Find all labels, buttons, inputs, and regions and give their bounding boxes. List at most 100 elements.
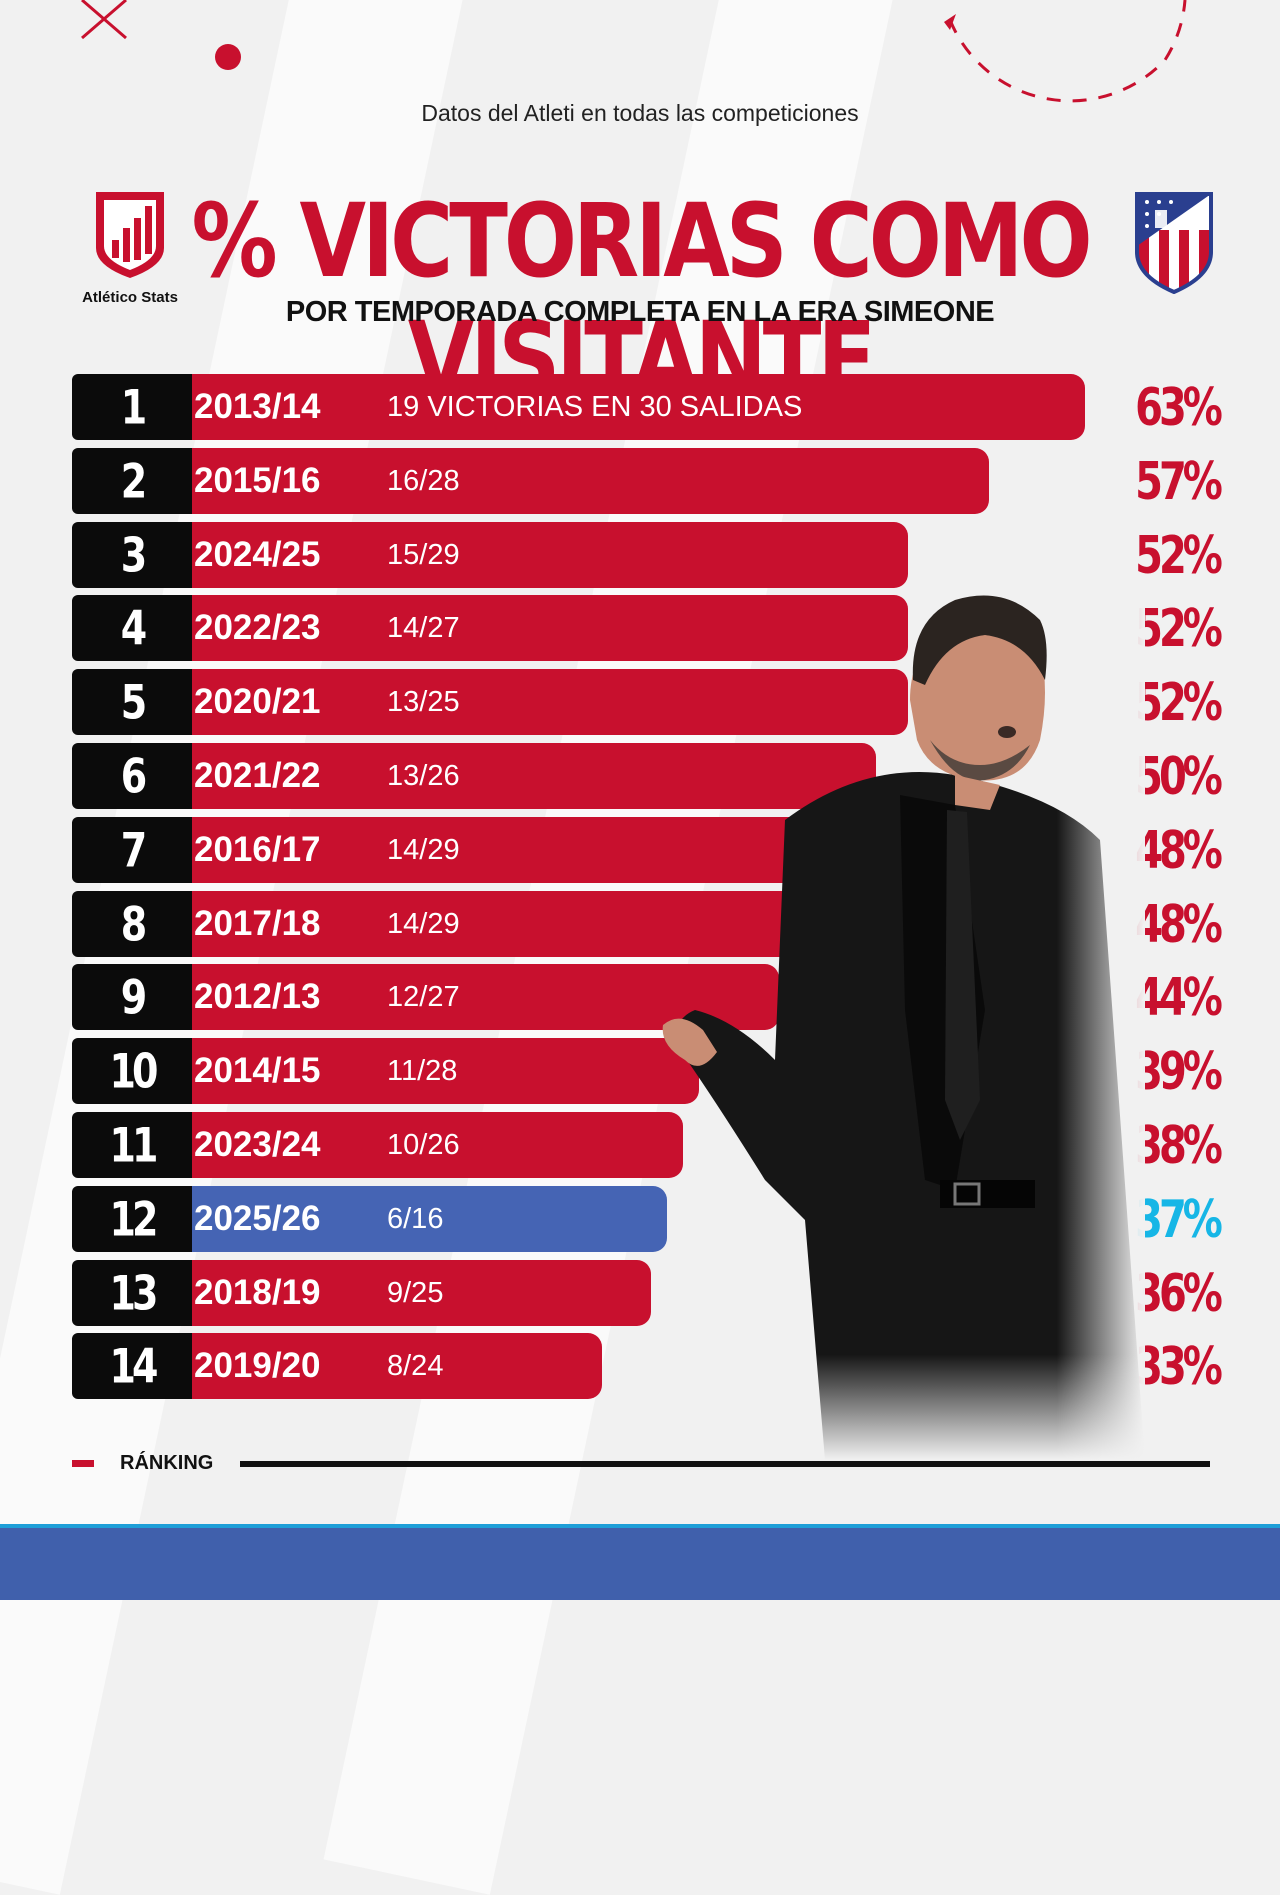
table-row: 12 2025/26 6/16 37%: [72, 1186, 1223, 1252]
rank-number: 5: [120, 674, 148, 730]
bar: [164, 1038, 699, 1104]
wins-detail-label: 15/29: [387, 539, 460, 571]
decorative-dot: [215, 44, 241, 70]
legend-label: RÁNKING: [120, 1452, 214, 1474]
rank-badge: 7: [72, 817, 192, 883]
page-title-secondary: POR TEMPORADA COMPLETA EN LA ERA SIMEONE: [285, 296, 995, 328]
shield-chart-icon: [96, 192, 164, 278]
season-label: 2014/15: [194, 1051, 321, 1090]
rank-number: 13: [109, 1265, 159, 1321]
table-row: 13 2018/19 9/25 36%: [72, 1260, 1223, 1326]
rank-number: 7: [120, 822, 148, 878]
rank-badge: 2: [72, 448, 192, 514]
wins-detail-label: 12/27: [387, 981, 460, 1013]
wins-detail-label: 10/26: [387, 1129, 460, 1161]
percentage-label: 48%: [1135, 895, 1223, 955]
table-row: 14 2019/20 8/24 33%: [72, 1333, 1223, 1399]
footer-band: [0, 1528, 1280, 1600]
rank-number: 1: [120, 379, 148, 435]
wins-detail-label: 13/26: [387, 760, 460, 792]
legend-line: [240, 1461, 1210, 1467]
table-row: 6 2021/22 13/26 50%: [72, 743, 1223, 809]
percentage-label: 52%: [1135, 526, 1223, 586]
rank-number: 11: [109, 1117, 159, 1173]
percentage-label: 57%: [1135, 452, 1223, 512]
wins-detail-label: 14/29: [387, 834, 460, 866]
table-row: 3 2024/25 15/29 52%: [72, 522, 1223, 588]
season-label: 2021/22: [194, 756, 321, 795]
percentage-label: 38%: [1135, 1116, 1223, 1176]
rank-badge: 8: [72, 891, 192, 957]
season-label: 2017/18: [194, 904, 321, 943]
percentage-label: 52%: [1135, 599, 1223, 659]
bar: [164, 1112, 683, 1178]
percentage-label: 63%: [1135, 378, 1223, 438]
rank-badge: 12: [72, 1186, 192, 1252]
rank-badge: 9: [72, 964, 192, 1030]
season-label: 2023/24: [194, 1125, 321, 1164]
rank-badge: 10: [72, 1038, 192, 1104]
wins-detail-label: 13/25: [387, 686, 460, 718]
footer-accent-line: [0, 1524, 1280, 1528]
percentage-label: 36%: [1135, 1264, 1223, 1324]
wins-detail-label: 14/27: [387, 612, 460, 644]
rank-number: 4: [120, 600, 148, 656]
season-label: 2025/26: [194, 1199, 321, 1238]
table-row: 10 2014/15 11/28 39%: [72, 1038, 1223, 1104]
rank-number: 12: [109, 1191, 159, 1247]
table-row: 11 2023/24 10/26 38%: [72, 1112, 1223, 1178]
wins-detail-label: 14/29: [387, 908, 460, 940]
wins-detail-label: 8/24: [387, 1350, 444, 1382]
rank-number: 2: [120, 453, 148, 509]
bar: [164, 1333, 602, 1399]
season-label: 2024/25: [194, 535, 321, 574]
atletico-stats-logo: Atlético Stats: [70, 188, 190, 306]
legend-marker: [72, 1460, 94, 1467]
rank-number: 3: [120, 527, 148, 583]
season-label: 2013/14: [194, 387, 321, 426]
wins-detail-label: 11/28: [387, 1055, 458, 1087]
season-label: 2018/19: [194, 1273, 321, 1312]
season-label: 2022/23: [194, 608, 321, 647]
rank-badge: 4: [72, 595, 192, 661]
season-label: 2016/17: [194, 830, 321, 869]
wins-detail-label: 9/25: [387, 1277, 444, 1309]
rank-number: 8: [120, 896, 148, 952]
season-label: 2020/21: [194, 682, 321, 721]
rank-badge: 13: [72, 1260, 192, 1326]
rank-number: 6: [120, 748, 148, 804]
bar: [164, 448, 989, 514]
rank-badge: 3: [72, 522, 192, 588]
percentage-label: 33%: [1135, 1337, 1223, 1397]
percentage-label: 48%: [1135, 821, 1223, 881]
season-label: 2015/16: [194, 461, 321, 500]
rank-badge: 6: [72, 743, 192, 809]
club-crest-icon: [1135, 192, 1213, 294]
bar: [164, 1186, 667, 1252]
rank-number: 9: [120, 969, 148, 1025]
percentage-label: 44%: [1135, 968, 1223, 1028]
coach-photo: [655, 580, 1145, 1460]
bar: [164, 522, 908, 588]
decorative-arc-icon: [944, 0, 1187, 103]
rank-number: 14: [109, 1338, 159, 1394]
rank-badge: 14: [72, 1333, 192, 1399]
table-row: 2 2015/16 16/28 57%: [72, 448, 1223, 514]
bar: [164, 374, 1085, 440]
logo-label: Atlético Stats: [82, 289, 178, 306]
rank-number: 10: [109, 1043, 159, 1099]
rank-badge: 1: [72, 374, 192, 440]
rank-badge: 11: [72, 1112, 192, 1178]
season-label: 2019/20: [194, 1346, 321, 1385]
page-subtitle: Datos del Atleti en todas las competicio…: [421, 100, 859, 126]
percentage-label: 50%: [1135, 747, 1223, 807]
bar: [164, 1260, 651, 1326]
table-row: 1 2013/14 19 VICTORIAS EN 30 SALIDAS 63%: [72, 374, 1223, 440]
wins-detail-label: 19 VICTORIAS EN 30 SALIDAS: [387, 391, 803, 423]
percentage-label: 37%: [1135, 1190, 1223, 1250]
percentage-label: 52%: [1135, 673, 1223, 733]
decorative-x-icon: [81, 0, 127, 40]
wins-detail-label: 16/28: [387, 465, 460, 497]
season-label: 2012/13: [194, 977, 321, 1016]
wins-detail-label: 6/16: [387, 1203, 444, 1235]
